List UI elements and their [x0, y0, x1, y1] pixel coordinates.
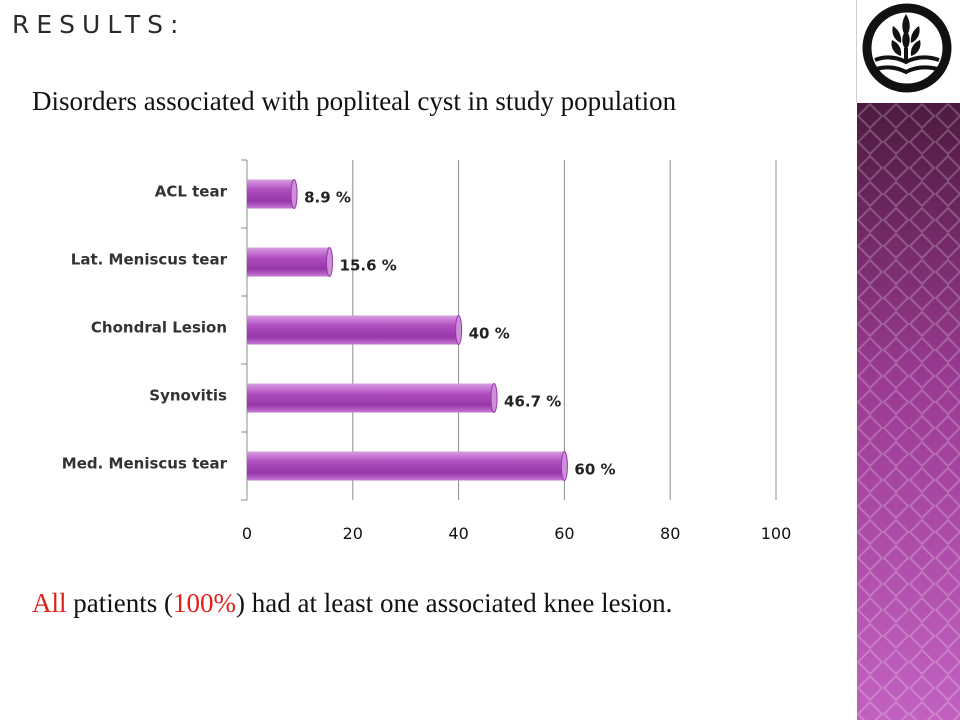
footnote-text-a: patients ( — [66, 588, 173, 618]
bar-end-cap — [326, 247, 334, 277]
data-label: 46.7 % — [504, 393, 561, 411]
category-label: ACL tear — [155, 183, 228, 201]
institution-logo — [856, 0, 960, 103]
bar-end-cap — [290, 179, 298, 209]
slide-heading: RESULTS: — [12, 10, 186, 39]
bar — [247, 315, 459, 345]
bar — [247, 247, 330, 277]
data-label: 60 % — [574, 461, 615, 479]
x-tick-label: 40 — [448, 524, 468, 543]
x-tick-label: 20 — [343, 524, 363, 543]
category-label: Synovitis — [149, 387, 227, 405]
diamond-pattern — [857, 103, 960, 720]
x-tick-label: 0 — [242, 524, 252, 543]
bar — [247, 179, 295, 209]
wheat-emblem-icon — [862, 3, 952, 93]
bar-chart: 0 20 40 60 80 100 ACL tear 8.9 % Lat. Meniscus t… — [62, 159, 791, 544]
footnote-percent: 100% — [173, 588, 236, 618]
data-label: 15.6 % — [340, 257, 397, 275]
labels: 0 20 40 60 80 100 ACL tear 8.9 % Lat. Meniscus t… — [62, 183, 791, 544]
footnote-text-b: ) had at least one associated knee lesio… — [236, 588, 673, 618]
data-label: 8.9 % — [304, 189, 351, 207]
footnote: All patients (100%) had at least one ass… — [32, 588, 672, 619]
footnote-all: All — [32, 588, 67, 618]
chart-subtitle: Disorders associated with popliteal cyst… — [32, 86, 677, 116]
data-label: 40 % — [469, 325, 510, 343]
x-tick-label: 80 — [660, 524, 680, 543]
x-tick-label: 100 — [761, 524, 792, 543]
bar-end-cap — [455, 315, 463, 345]
decorative-side-band — [857, 103, 960, 720]
category-label: Med. Meniscus tear — [62, 455, 228, 473]
bar — [247, 451, 565, 481]
category-label: Lat. Meniscus tear — [71, 251, 228, 269]
bars — [247, 179, 568, 481]
bar — [247, 383, 495, 413]
bar-end-cap — [490, 383, 498, 413]
category-label: Chondral Lesion — [91, 319, 227, 337]
bar-end-cap — [560, 451, 568, 481]
x-tick-label: 60 — [554, 524, 574, 543]
